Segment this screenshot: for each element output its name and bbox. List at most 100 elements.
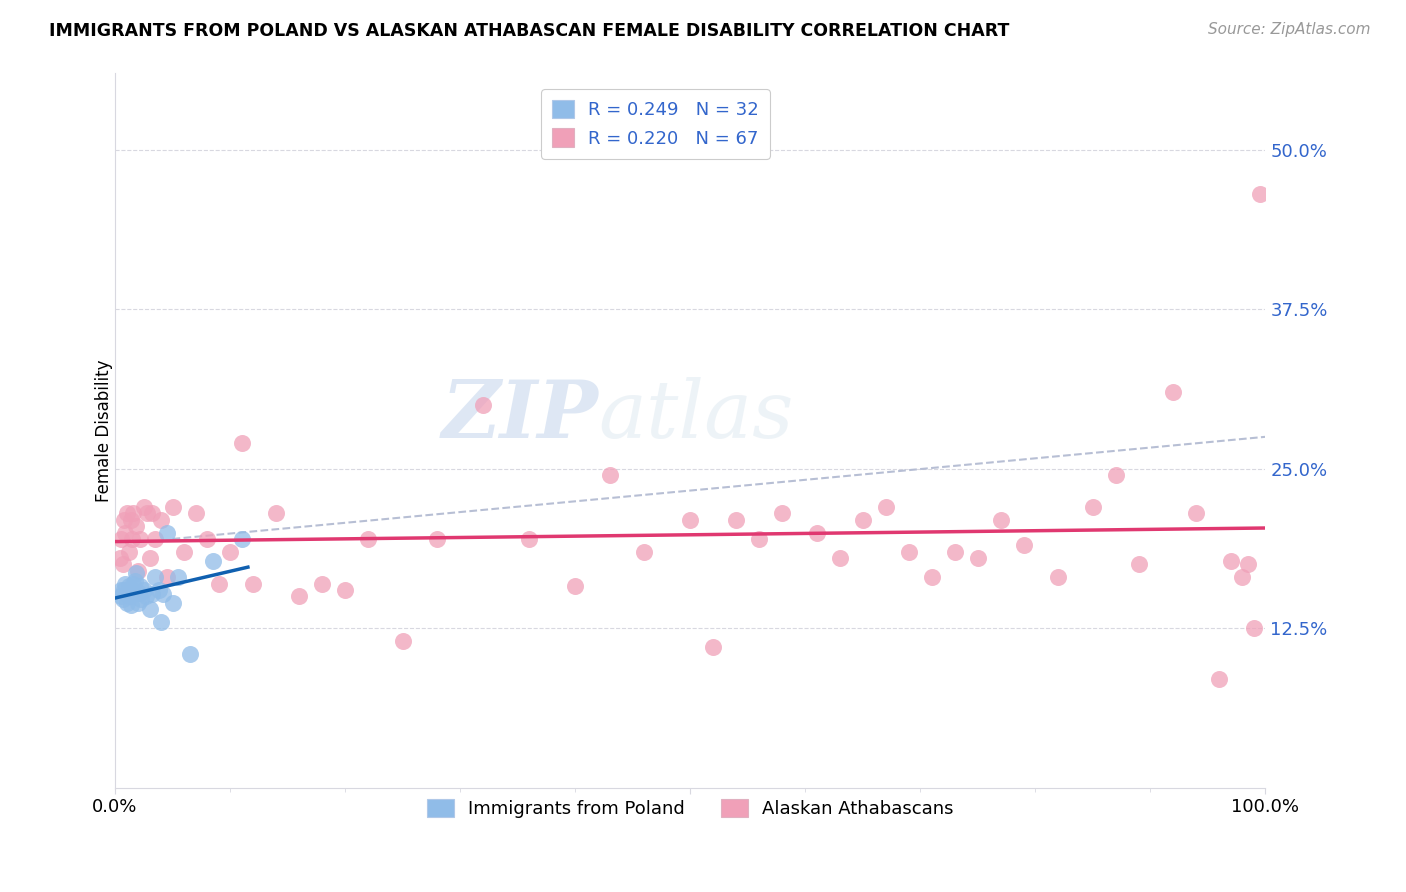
Point — [242, 576, 264, 591]
Text: Source: ZipAtlas.com: Source: ZipAtlas.com — [1208, 22, 1371, 37]
Point — [156, 570, 179, 584]
Point — [121, 582, 143, 597]
Point — [162, 500, 184, 514]
Point — [138, 602, 160, 616]
Point — [156, 525, 179, 540]
Point — [748, 532, 770, 546]
Point — [517, 532, 540, 546]
Point — [311, 576, 333, 591]
Point — [127, 596, 149, 610]
Point — [184, 507, 207, 521]
Point — [110, 532, 132, 546]
Point — [806, 525, 828, 540]
Point — [173, 544, 195, 558]
Point — [112, 591, 135, 606]
Point — [128, 585, 150, 599]
Point — [108, 551, 131, 566]
Point — [725, 513, 748, 527]
Point — [132, 500, 155, 514]
Point — [125, 519, 148, 533]
Point — [118, 590, 141, 604]
Point — [391, 634, 413, 648]
Point — [112, 558, 135, 572]
Point — [127, 564, 149, 578]
Point — [129, 532, 152, 546]
Point — [1237, 558, 1260, 572]
Point — [426, 532, 449, 546]
Point — [1105, 468, 1128, 483]
Point — [148, 582, 170, 597]
Point — [131, 591, 153, 606]
Point — [115, 596, 138, 610]
Point — [599, 468, 621, 483]
Point — [633, 544, 655, 558]
Point — [122, 576, 145, 591]
Point — [472, 398, 495, 412]
Point — [207, 576, 229, 591]
Point — [110, 590, 132, 604]
Point — [679, 513, 702, 527]
Point — [1128, 558, 1150, 572]
Text: atlas: atlas — [598, 377, 793, 455]
Point — [141, 587, 163, 601]
Point — [125, 566, 148, 581]
Point — [357, 532, 380, 546]
Point — [219, 544, 242, 558]
Point — [990, 513, 1012, 527]
Point — [150, 615, 173, 629]
Point — [143, 532, 166, 546]
Point — [967, 551, 990, 566]
Point — [264, 507, 287, 521]
Point — [143, 570, 166, 584]
Point — [120, 513, 142, 527]
Point — [121, 532, 143, 546]
Point — [115, 507, 138, 521]
Point — [1220, 554, 1243, 568]
Point — [564, 579, 586, 593]
Point — [1081, 500, 1104, 514]
Point — [943, 544, 966, 558]
Point — [828, 551, 851, 566]
Point — [288, 590, 311, 604]
Text: ZIP: ZIP — [441, 377, 598, 455]
Point — [132, 582, 155, 597]
Point — [1243, 621, 1265, 635]
Point — [129, 579, 152, 593]
Point — [1185, 507, 1208, 521]
Point — [162, 596, 184, 610]
Point — [852, 513, 875, 527]
Point — [1012, 538, 1035, 552]
Point — [167, 570, 190, 584]
Point — [110, 582, 132, 597]
Point — [1163, 385, 1185, 400]
Point — [231, 436, 253, 450]
Point — [875, 500, 897, 514]
Point — [1249, 187, 1271, 202]
Point — [333, 582, 356, 597]
Point — [150, 513, 173, 527]
Point — [115, 587, 138, 601]
Point — [135, 590, 157, 604]
Point — [1208, 673, 1230, 687]
Point — [231, 532, 253, 546]
Point — [114, 576, 136, 591]
Point — [897, 544, 920, 558]
Point — [120, 599, 142, 613]
Point — [124, 574, 146, 588]
Point — [141, 507, 163, 521]
Point — [136, 507, 159, 521]
Point — [201, 554, 224, 568]
Point — [114, 525, 136, 540]
Text: IMMIGRANTS FROM POLAND VS ALASKAN ATHABASCAN FEMALE DISABILITY CORRELATION CHART: IMMIGRANTS FROM POLAND VS ALASKAN ATHABA… — [49, 22, 1010, 40]
Point — [118, 544, 141, 558]
Point — [195, 532, 218, 546]
Y-axis label: Female Disability: Female Disability — [96, 359, 112, 501]
Point — [770, 507, 793, 521]
Point — [122, 507, 145, 521]
Point — [1047, 570, 1070, 584]
Point — [1232, 570, 1254, 584]
Point — [179, 647, 201, 661]
Point — [702, 640, 724, 655]
Point — [112, 513, 135, 527]
Point — [112, 582, 135, 597]
